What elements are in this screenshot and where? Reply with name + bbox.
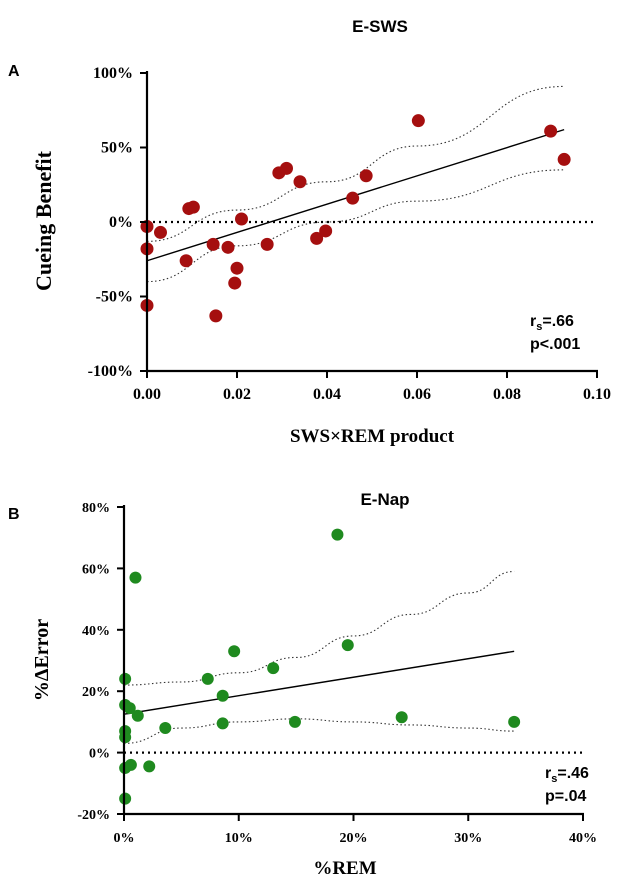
panel-b-data-point: [143, 760, 156, 773]
panel-b-x-tick-label: 40%: [569, 831, 597, 846]
panel-b-data-point: [228, 645, 241, 658]
panel-a-title: E-SWS: [352, 17, 408, 36]
panel-b-data-point: [201, 672, 214, 685]
panel-b-data-point: [331, 528, 344, 541]
panel-a-data-point: [280, 161, 293, 175]
panel-b-data-point: [288, 715, 301, 728]
panel-b-ci-lower-curve: [123, 718, 515, 744]
panel-a-x-tick-label: 0.08: [493, 386, 521, 403]
panel-b-y-tick-label: 0%: [89, 747, 110, 762]
panel-b-y-tick-label: 80%: [82, 501, 110, 516]
panel-b-ci-upper-curve: [123, 570, 515, 686]
panel-a-data-point: [293, 175, 307, 189]
panel-a-y-tick-label: 50%: [101, 140, 133, 157]
panel-b-data-point: [216, 689, 229, 702]
panel-a-data-point: [186, 200, 200, 214]
panel-b-y-tick-labels: -20% 0% 20% 40% 60% 80%: [77, 501, 110, 823]
panel-b-data-point: [129, 571, 142, 584]
panel-a-data-point: [154, 225, 167, 239]
panel-a-x-tick-label: 0.00: [133, 386, 161, 403]
panel-a-data-point: [544, 124, 558, 138]
panel-a-data-point: [230, 261, 244, 275]
panel-b-data-point: [119, 672, 132, 685]
panel-a-data-point: [235, 212, 248, 226]
panel-b-x-axis-label: %REM: [313, 858, 376, 879]
panel-b-x-tick-label: 20%: [340, 831, 368, 846]
panel-b-letter: B: [8, 506, 20, 523]
panel-b-x-tick-label: 0%: [114, 831, 135, 846]
panel-b-p-value: p=.04: [545, 788, 586, 805]
panel-b-data-point: [508, 715, 521, 728]
panel-b-data-point: [267, 662, 280, 675]
panel-b-enap: B E-Nap -20% 0% 20% 40% 60% 80% 0% 10% 20% 30% 40…: [8, 490, 597, 879]
panel-a-y-tick-labels: -100% -50% 0% 50% 100%: [88, 65, 133, 380]
panel-a-p-value: p<.001: [530, 336, 580, 353]
panel-a-confidence-band: [146, 85, 565, 283]
panel-a-y-tick-label: 0%: [109, 214, 133, 231]
panel-a-esws: A E-SWS -100%-50%0%50%100% 0.00 0.02 0.04 0…: [8, 17, 611, 447]
panel-a-x-tick-label: 0.02: [223, 386, 251, 403]
panel-a-x-tick-label: 0.06: [403, 386, 431, 403]
panel-a-axes: [140, 71, 598, 378]
panel-b-r-value: =.46: [557, 765, 589, 782]
panel-a-x-tick-label: 0.10: [583, 386, 611, 403]
panel-b-x-tick-label: 30%: [454, 831, 482, 846]
panel-a-y-axis-label: Cueing Benefit: [31, 150, 56, 291]
panel-a-data-point: [411, 114, 425, 128]
panel-b-r-prefix: r: [545, 765, 551, 782]
panel-b-data-point: [159, 722, 172, 735]
panel-a-r-value: =.66: [542, 313, 574, 330]
panel-a-data-point: [179, 254, 193, 268]
panel-b-data-point: [395, 711, 408, 724]
panel-b-regression-line: [123, 650, 515, 715]
panel-a-data-point: [359, 169, 373, 183]
panel-a-y-tick-label: -50%: [96, 289, 133, 306]
panel-b-data-point: [119, 792, 132, 805]
panel-a-x-tick-label: 0.04: [313, 386, 341, 403]
panel-b-y-tick-label: 60%: [82, 562, 110, 577]
panel-a-correlation-stat: rs=.66: [530, 313, 574, 333]
panel-b-axes: [117, 505, 584, 821]
panel-b-confidence-band: [123, 570, 515, 744]
panel-a-y-tick-label: -100%: [88, 363, 133, 380]
panel-a-data-point: [346, 191, 360, 205]
panel-a-r-prefix: r: [530, 313, 536, 330]
panel-a-data-point: [221, 240, 235, 254]
panel-b-title: E-Nap: [360, 490, 409, 509]
panel-b-y-axis-label: %ΔError: [31, 619, 53, 701]
panel-a-data-point: [319, 224, 333, 238]
panel-b-fit-line: [123, 650, 515, 715]
panel-b-x-tick-labels: 0% 10% 20% 30% 40%: [114, 831, 598, 846]
panel-a-data-point: [310, 231, 324, 245]
panel-b-data-points: [119, 528, 521, 805]
panel-a-x-tick-labels: 0.00 0.02 0.04 0.06 0.08 0.10: [133, 386, 611, 403]
panel-a-y-tick-label: 100%: [93, 65, 133, 82]
panel-a-data-point: [209, 309, 223, 323]
panel-b-data-point: [123, 702, 136, 715]
panel-b-x-tick-label: 10%: [225, 831, 253, 846]
panel-b-data-point: [124, 758, 137, 771]
panel-a-data-points: [140, 114, 571, 323]
panel-b-y-tick-label: 20%: [82, 685, 110, 700]
panel-a-r-subscript: s: [536, 321, 542, 333]
panel-a-data-point: [260, 237, 274, 251]
panel-b-data-point: [341, 639, 354, 652]
panel-a-data-point: [206, 237, 220, 251]
panel-a-data-point: [557, 152, 571, 166]
panel-b-r-subscript: s: [551, 773, 557, 785]
panel-a-data-point: [228, 276, 242, 290]
panel-b-correlation-stat: rs=.46: [545, 765, 589, 785]
panel-b-data-point: [131, 709, 144, 722]
panel-b-y-tick-label: 40%: [82, 624, 110, 639]
panel-b-y-tick-label: -20%: [77, 808, 110, 823]
panel-b-data-point: [216, 717, 229, 730]
panel-a-x-axis-label: SWS×REM product: [290, 426, 455, 447]
panel-a-letter: A: [8, 63, 20, 80]
panel-a-ci-upper-curve: [146, 85, 565, 242]
panel-a-ci-lower-curve: [146, 169, 565, 283]
panel-b-data-point: [119, 731, 132, 744]
